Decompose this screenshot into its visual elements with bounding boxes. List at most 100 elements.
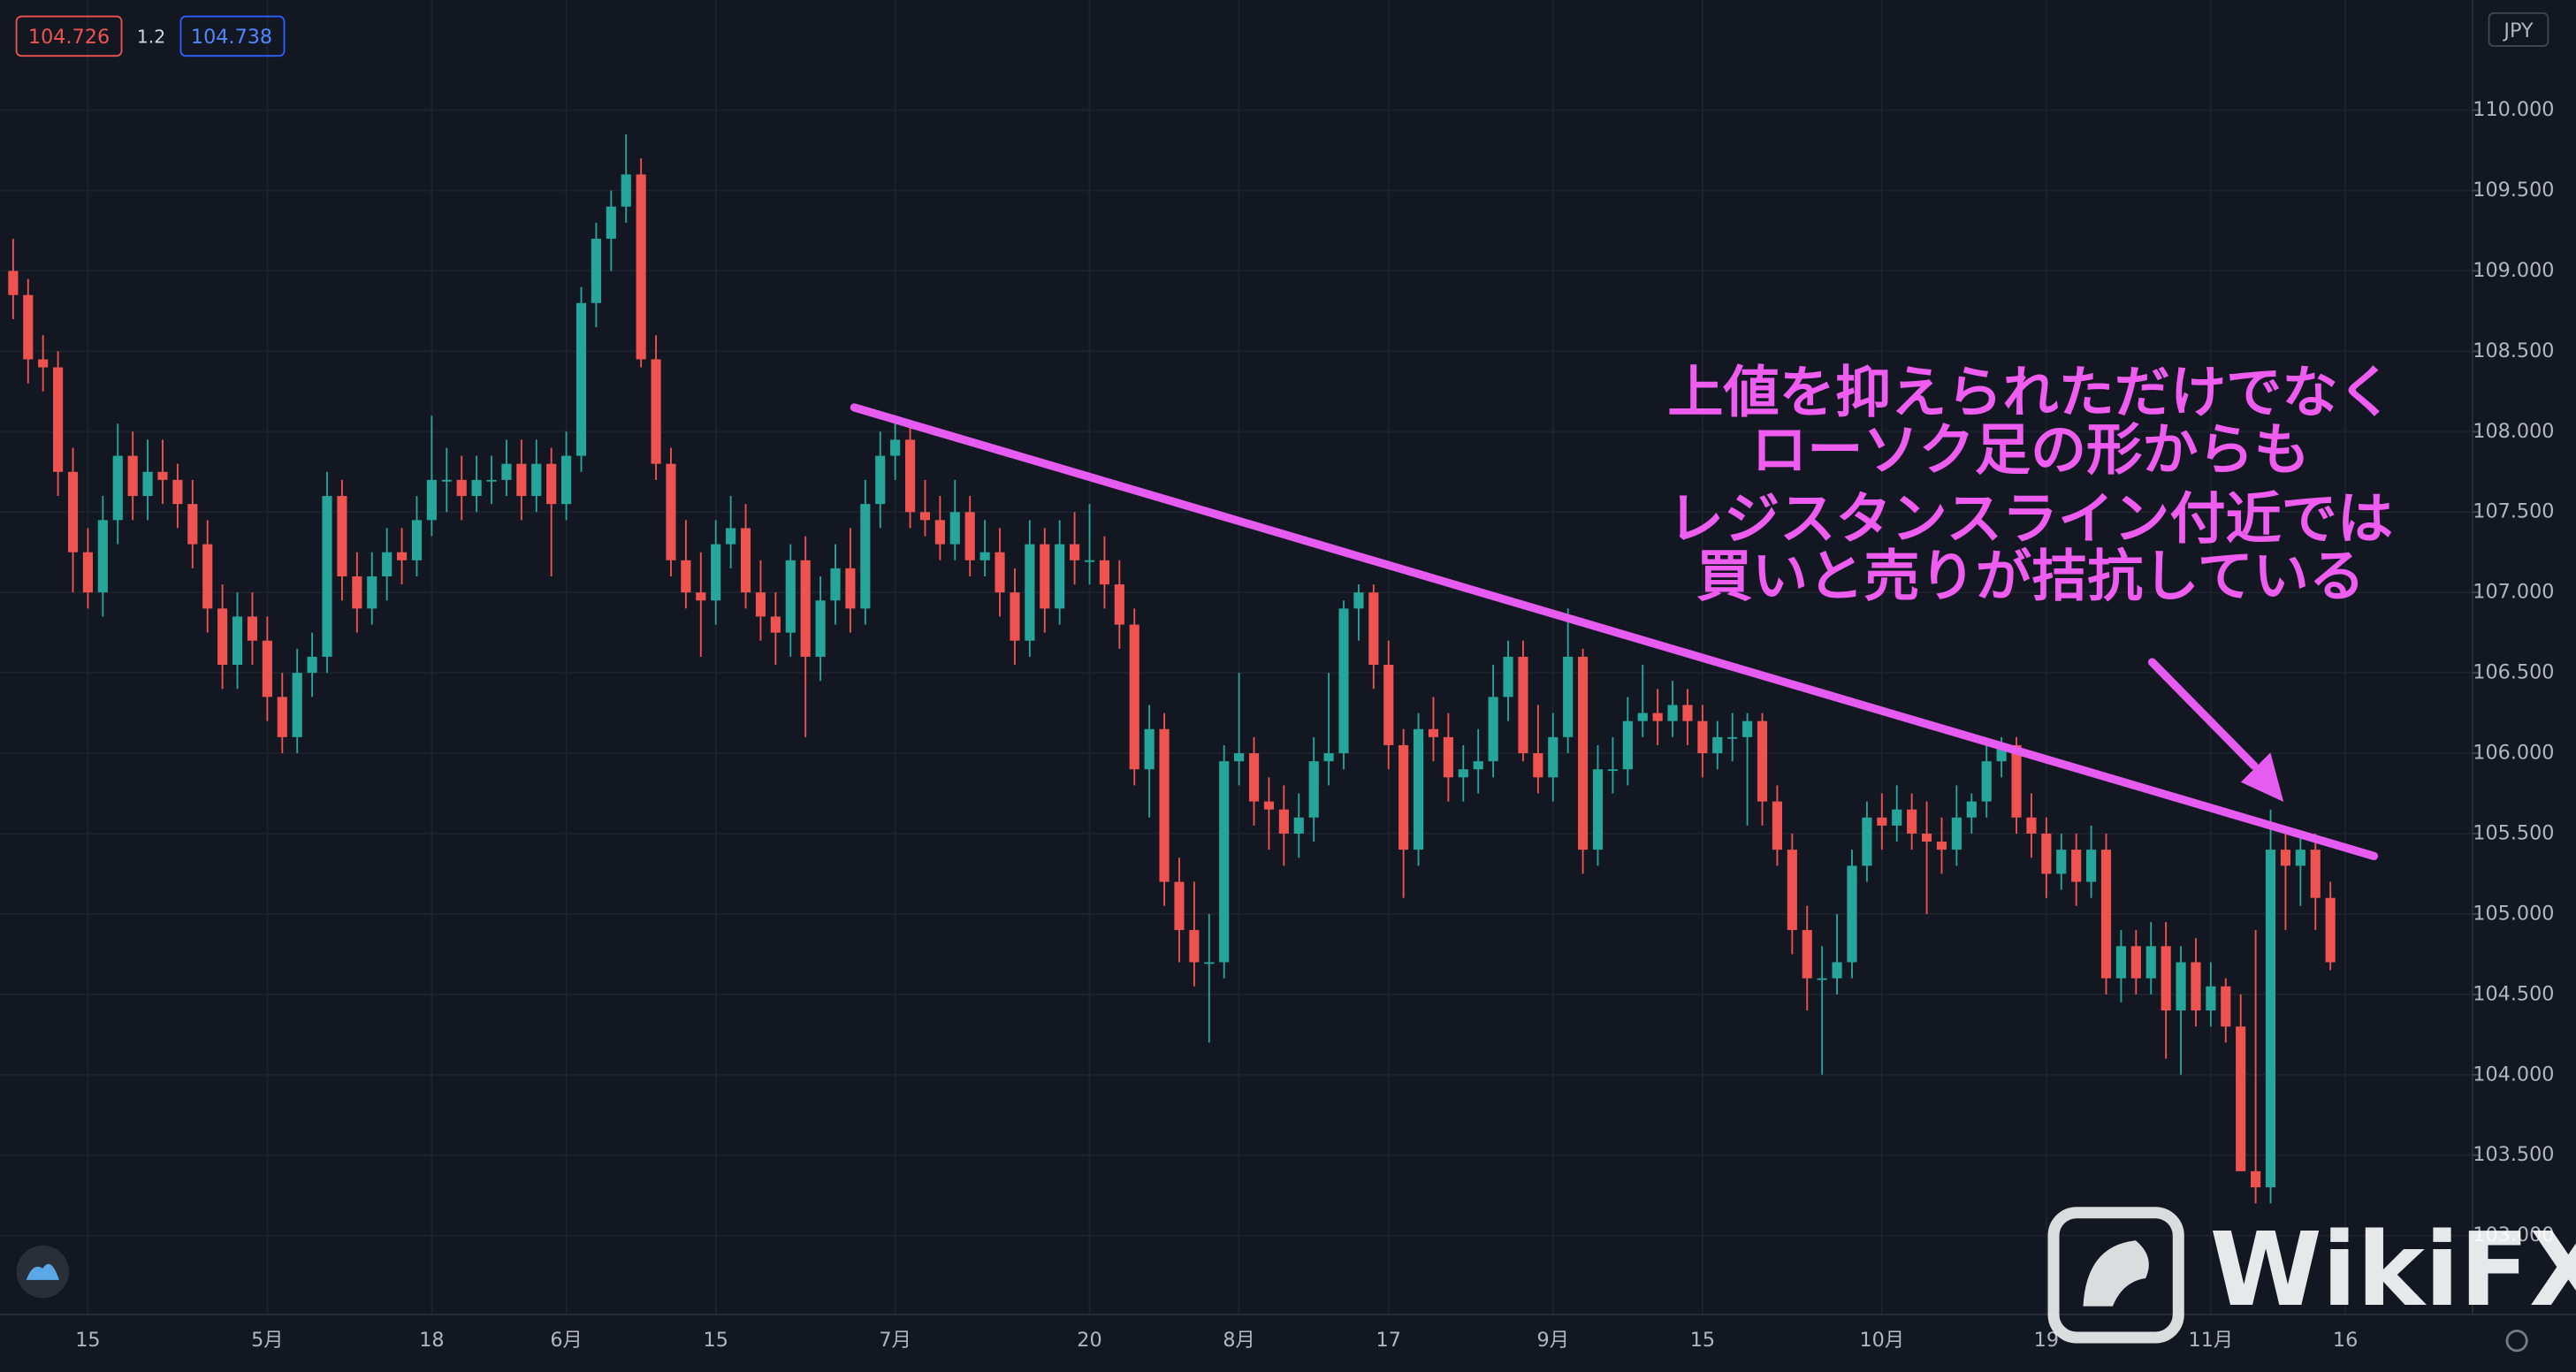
x-tick-label: 15 bbox=[704, 1329, 728, 1352]
candle-body bbox=[1473, 761, 1483, 770]
candle-body bbox=[1877, 817, 1887, 826]
candle-body bbox=[262, 640, 272, 697]
x-tick-label: 9月 bbox=[1537, 1329, 1569, 1352]
candle-body bbox=[2221, 986, 2231, 1027]
candle-body bbox=[904, 439, 916, 513]
candle-body bbox=[1622, 720, 1633, 770]
candle-body bbox=[561, 455, 572, 505]
candle-body bbox=[1503, 656, 1513, 697]
watermark-logo-mark bbox=[2083, 1240, 2149, 1307]
candle-body bbox=[247, 616, 258, 641]
candle-body bbox=[1383, 665, 1394, 745]
annotation-line: 上値を抑えられただけでなく bbox=[1667, 360, 2393, 425]
candle-body bbox=[740, 528, 751, 593]
candle-body bbox=[1010, 592, 1020, 641]
candle-body bbox=[1443, 736, 1453, 778]
x-tick-label: 7月 bbox=[879, 1329, 911, 1352]
candle-body bbox=[1458, 769, 1468, 778]
candle-body bbox=[1697, 720, 1708, 754]
candle-body bbox=[949, 512, 960, 545]
candle-body bbox=[2145, 946, 2156, 979]
currency: JPY bbox=[2502, 19, 2534, 42]
y-tick-label: 104.500 bbox=[2473, 982, 2554, 1005]
candle-body bbox=[755, 592, 766, 617]
y-tick-label: 106.000 bbox=[2473, 742, 2554, 765]
candle-body bbox=[501, 463, 512, 480]
candle-body bbox=[2100, 850, 2112, 979]
candle-body bbox=[1308, 761, 1319, 818]
annotation-line: ローソク足の形からも bbox=[1751, 417, 2310, 483]
y-tick-label: 110.000 bbox=[2473, 98, 2554, 121]
candle-body bbox=[2115, 946, 2126, 979]
candle-body bbox=[2041, 833, 2052, 874]
candle-body bbox=[1070, 544, 1080, 560]
settings-icon[interactable] bbox=[2505, 1330, 2528, 1353]
candle-body bbox=[396, 552, 408, 560]
y-tick-label: 109.500 bbox=[2473, 179, 2554, 202]
candle-body bbox=[1847, 865, 1857, 963]
candle-body bbox=[97, 520, 108, 593]
candle-body bbox=[1368, 592, 1379, 666]
y-tick-label: 107.500 bbox=[2473, 500, 2554, 523]
candle-body bbox=[1025, 544, 1035, 641]
candle-body bbox=[964, 512, 975, 560]
x-tick-label: 10月 bbox=[1859, 1329, 1904, 1352]
candle-body bbox=[934, 520, 945, 545]
candle-body bbox=[979, 552, 990, 560]
candle-body bbox=[1727, 736, 1738, 739]
candle-body bbox=[2206, 986, 2216, 1011]
candle-body bbox=[53, 367, 64, 472]
x-tick-label: 18 bbox=[419, 1329, 444, 1352]
candle-body bbox=[1293, 817, 1304, 834]
candle-body bbox=[770, 616, 781, 633]
candle-body bbox=[411, 520, 423, 560]
x-tick-label: 15 bbox=[75, 1329, 100, 1352]
candle-body bbox=[82, 552, 94, 593]
arrow-head bbox=[2240, 752, 2284, 803]
x-tick-label: 15 bbox=[1690, 1329, 1715, 1352]
candle-body bbox=[1144, 728, 1155, 770]
candle-body bbox=[845, 568, 856, 609]
candle-body bbox=[292, 673, 302, 737]
candle-body bbox=[67, 471, 79, 553]
candle-body bbox=[1323, 753, 1334, 762]
annotation-line: 買いと売りが拮抗している bbox=[1696, 544, 2365, 609]
candle-body bbox=[1832, 962, 1842, 979]
candle-body bbox=[621, 174, 631, 207]
candle-body bbox=[112, 455, 123, 521]
candle-body bbox=[142, 471, 153, 497]
candle-body bbox=[1712, 736, 1723, 754]
candle-body bbox=[1682, 705, 1693, 721]
candle-body bbox=[815, 600, 826, 657]
candle-body bbox=[2310, 850, 2321, 898]
candles bbox=[8, 133, 2336, 1204]
candle-body bbox=[1667, 705, 1678, 721]
candle-body bbox=[2056, 850, 2067, 874]
trend-line bbox=[850, 403, 2379, 861]
candle-body bbox=[890, 439, 901, 456]
candle-body bbox=[1219, 761, 1230, 963]
candle-body bbox=[1996, 744, 2007, 762]
candle-body bbox=[1204, 962, 1215, 964]
candle-body bbox=[2071, 850, 2082, 882]
y-tick-label: 105.000 bbox=[2473, 902, 2554, 925]
candle-body bbox=[1757, 720, 1768, 802]
candle-body bbox=[352, 575, 362, 609]
candle-body bbox=[1787, 850, 1797, 931]
candle-body bbox=[2130, 946, 2141, 979]
ask-price: 104.738 bbox=[191, 26, 272, 49]
candle-body bbox=[1981, 761, 1992, 802]
x-tick-label: 20 bbox=[1077, 1329, 1101, 1352]
candle-body bbox=[711, 544, 721, 601]
candle-body bbox=[456, 479, 467, 497]
candle-body bbox=[217, 608, 228, 666]
candle-body bbox=[1862, 817, 1872, 866]
y-tick-label: 108.500 bbox=[2473, 339, 2554, 362]
candle-body bbox=[441, 479, 452, 482]
candle-body bbox=[546, 463, 557, 505]
currency-badge[interactable] bbox=[2488, 11, 2549, 47]
candle-body bbox=[1802, 930, 1812, 979]
candle-body bbox=[2251, 1170, 2261, 1188]
